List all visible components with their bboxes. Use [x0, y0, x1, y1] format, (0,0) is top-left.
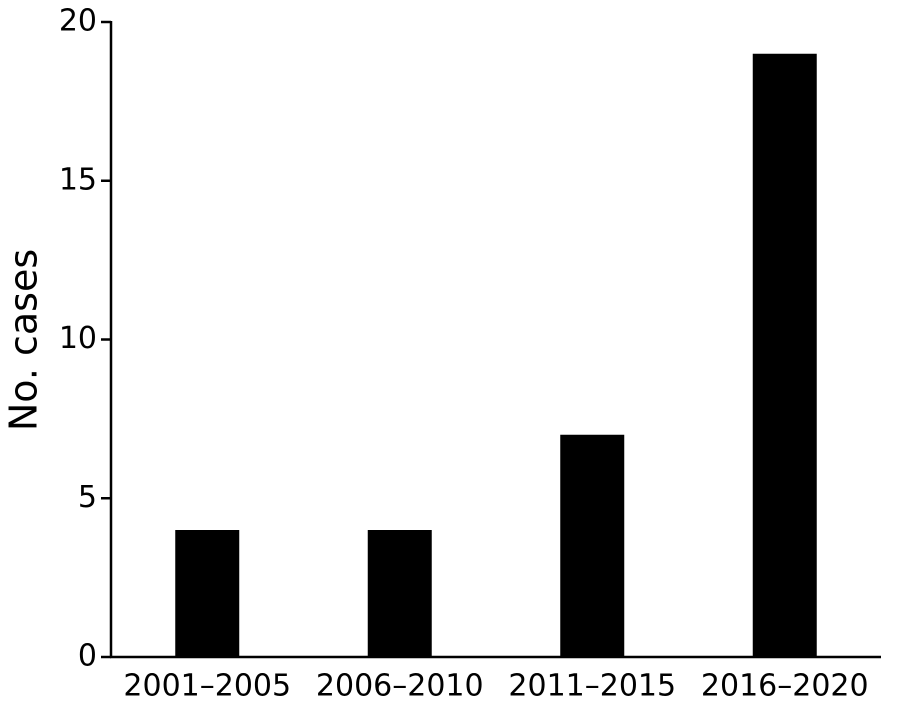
bar [752, 53, 817, 657]
bar [175, 530, 240, 657]
x-tick-label: 2001–2005 [123, 669, 291, 704]
x-tick-label: 2016–2020 [701, 669, 869, 704]
x-tick-label: 2011–2015 [508, 669, 676, 704]
y-tick-label: 15 [59, 162, 97, 197]
y-axis-label: No. cases [2, 249, 46, 431]
y-tick-label: 20 [59, 4, 97, 39]
y-tick-label: 0 [78, 639, 97, 674]
y-tick-label: 10 [59, 321, 97, 356]
bar [367, 530, 432, 657]
x-tick-label: 2006–2010 [316, 669, 484, 704]
y-tick-label: 5 [78, 480, 97, 515]
bar [560, 434, 625, 657]
